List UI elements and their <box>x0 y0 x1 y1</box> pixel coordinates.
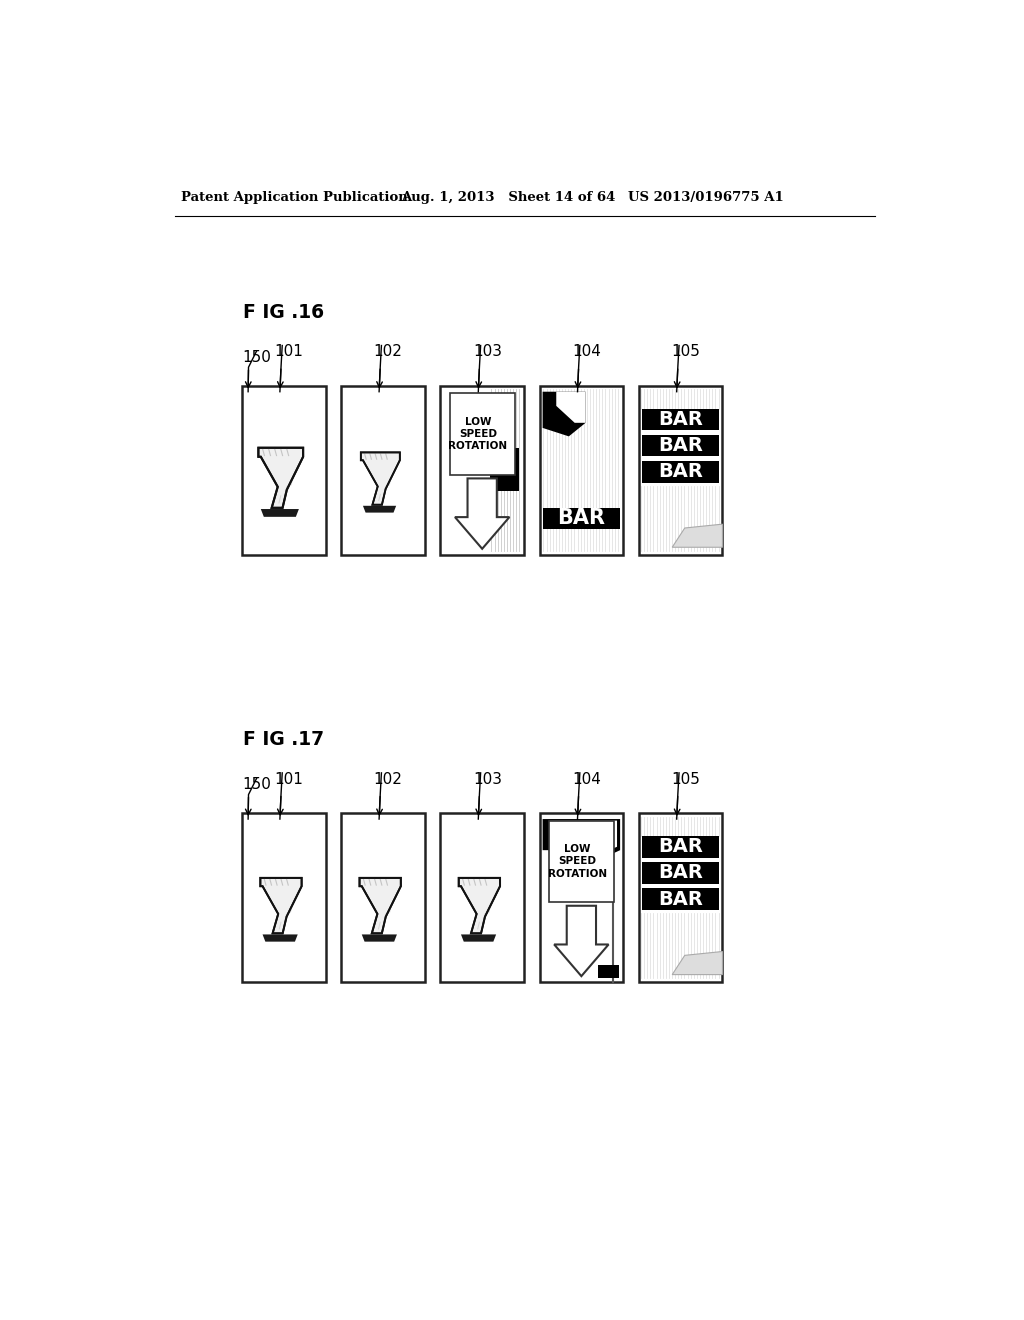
Text: 150: 150 <box>243 777 271 792</box>
Text: BAR: BAR <box>658 436 703 455</box>
Text: 103: 103 <box>473 772 502 787</box>
Text: BAR: BAR <box>658 411 703 429</box>
Bar <box>642 461 719 483</box>
Text: F IG .16: F IG .16 <box>243 302 324 322</box>
Text: LOW
SPEED
ROTATION: LOW SPEED ROTATION <box>548 843 607 879</box>
Text: 101: 101 <box>274 345 303 359</box>
Text: 102: 102 <box>374 345 402 359</box>
Text: US 2013/0196775 A1: US 2013/0196775 A1 <box>628 191 783 203</box>
Bar <box>642 888 719 909</box>
Polygon shape <box>556 392 586 422</box>
Polygon shape <box>455 478 509 549</box>
Bar <box>540 385 624 554</box>
Polygon shape <box>672 524 722 548</box>
Text: BAR: BAR <box>557 508 605 528</box>
Bar <box>639 813 722 982</box>
Text: 102: 102 <box>374 772 402 787</box>
Bar <box>341 385 425 554</box>
Polygon shape <box>461 935 496 941</box>
Polygon shape <box>359 878 400 933</box>
Text: LOW
SPEED
ROTATION: LOW SPEED ROTATION <box>449 417 508 451</box>
Text: 104: 104 <box>572 345 601 359</box>
Bar <box>549 821 614 902</box>
Bar <box>242 813 326 982</box>
Polygon shape <box>554 906 608 977</box>
Polygon shape <box>262 935 298 941</box>
Bar <box>642 862 719 884</box>
Polygon shape <box>360 453 399 504</box>
Text: BAR: BAR <box>658 462 703 482</box>
Bar <box>642 836 719 858</box>
Text: 101: 101 <box>274 772 303 787</box>
Bar <box>543 507 621 529</box>
Text: F IG .17: F IG .17 <box>243 730 324 750</box>
Polygon shape <box>550 821 617 857</box>
Text: 105: 105 <box>672 345 700 359</box>
Bar <box>341 813 425 982</box>
Text: 104: 104 <box>572 772 601 787</box>
Polygon shape <box>361 935 397 941</box>
Text: 103: 103 <box>473 345 502 359</box>
Text: BAR: BAR <box>658 890 703 908</box>
Bar <box>540 813 624 982</box>
Polygon shape <box>258 447 303 508</box>
Polygon shape <box>543 818 621 861</box>
Bar <box>489 449 519 491</box>
Bar <box>598 965 620 978</box>
Bar <box>642 434 719 457</box>
Text: 105: 105 <box>672 772 700 787</box>
Bar <box>440 385 524 554</box>
Text: BAR: BAR <box>658 837 703 857</box>
Text: Aug. 1, 2013   Sheet 14 of 64: Aug. 1, 2013 Sheet 14 of 64 <box>401 191 616 203</box>
Bar <box>440 813 524 982</box>
Polygon shape <box>362 506 396 512</box>
Text: 150: 150 <box>243 350 271 364</box>
Polygon shape <box>260 878 302 933</box>
Text: R: R <box>500 459 511 474</box>
Bar <box>642 409 719 430</box>
Text: BAR: BAR <box>658 863 703 883</box>
Bar <box>639 385 722 554</box>
Polygon shape <box>261 510 299 517</box>
Polygon shape <box>672 952 722 974</box>
Polygon shape <box>459 878 500 933</box>
Bar <box>242 385 326 554</box>
Polygon shape <box>543 392 586 437</box>
Text: Patent Application Publication: Patent Application Publication <box>180 191 408 203</box>
Bar <box>450 393 515 475</box>
